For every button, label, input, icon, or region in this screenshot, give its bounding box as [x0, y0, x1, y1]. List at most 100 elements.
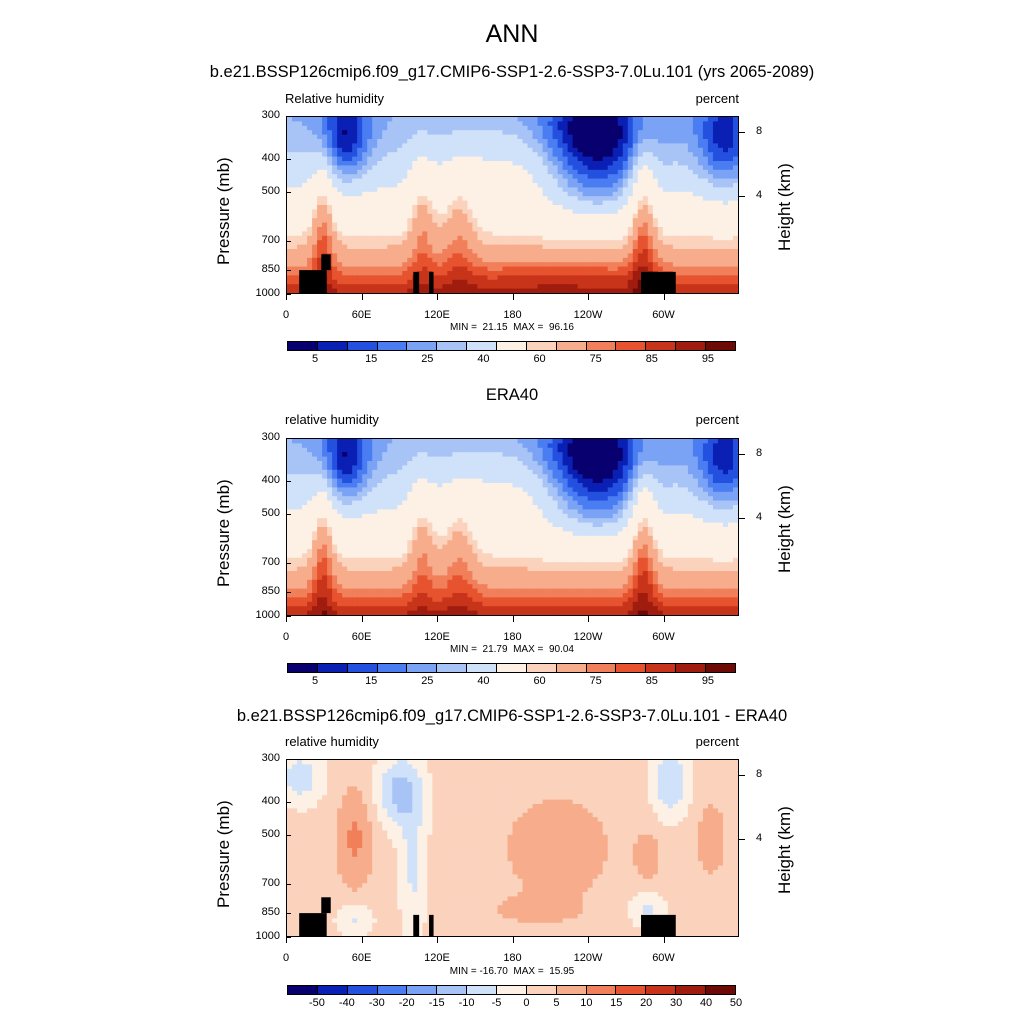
- contour-cell: [497, 491, 504, 497]
- contour-cell: [562, 266, 569, 272]
- contour-cell: [602, 483, 609, 488]
- contour-cell: [617, 156, 624, 162]
- contour-cell: [712, 478, 719, 484]
- contour-cell: [332, 191, 338, 197]
- contour-cell: [682, 257, 689, 263]
- contour-cell: [412, 456, 418, 462]
- contour-cell: [377, 474, 383, 480]
- contour-cell: [517, 213, 524, 219]
- contour-cell: [702, 443, 709, 449]
- contour-cell: [692, 143, 699, 149]
- contour-cell: [592, 447, 599, 453]
- contour-cell: [362, 500, 368, 506]
- contour-cell: [612, 244, 619, 250]
- contour-cell: [312, 439, 318, 444]
- contour-cell: [462, 156, 468, 162]
- contour-cell: [592, 121, 599, 127]
- contour-cell: [372, 249, 378, 254]
- contour-cell: [717, 483, 724, 488]
- contour-cell: [462, 165, 468, 171]
- contour-cell: [462, 161, 468, 166]
- contour-cell: [292, 443, 298, 449]
- contour-cell: [562, 191, 569, 197]
- contour-cell: [297, 130, 303, 136]
- contour-cell: [582, 447, 589, 453]
- contour-cell: [547, 152, 554, 158]
- contour-cell: [407, 240, 413, 246]
- contour-cell: [727, 235, 734, 241]
- contour-cell: [482, 266, 489, 272]
- contour-cell: [382, 244, 388, 250]
- contour-cell: [517, 235, 524, 241]
- contour-cell: [497, 271, 504, 276]
- contour-cell: [532, 240, 539, 246]
- contour-cell: [552, 249, 559, 254]
- contour-cell: [302, 169, 308, 175]
- contour-cell: [317, 227, 323, 232]
- contour-cell: [522, 279, 529, 285]
- contour-cell: [712, 266, 719, 272]
- contour-cell: [522, 452, 529, 458]
- contour-cell: [567, 183, 574, 188]
- contour-cell: [352, 447, 358, 453]
- contour-cell: [332, 461, 338, 466]
- contour-cell: [517, 244, 524, 250]
- contour-cell: [667, 134, 674, 140]
- contour-cell: [582, 227, 589, 232]
- contour-cell: [422, 130, 428, 136]
- contour-cell: [547, 161, 554, 166]
- contour-cell: [532, 244, 539, 250]
- contour-cell: [732, 196, 738, 202]
- contour-cell: [507, 200, 514, 206]
- contour-cell: [447, 209, 453, 215]
- contour-cell: [592, 139, 599, 144]
- contour-cell: [352, 231, 358, 237]
- contour-cell: [537, 500, 544, 506]
- contour-cell: [582, 452, 589, 458]
- contour-cell: [607, 125, 614, 131]
- contour-cell: [682, 275, 689, 281]
- contour-cell: [367, 227, 373, 232]
- contour-cell: [442, 257, 448, 263]
- contour-cell: [502, 218, 509, 224]
- contour-cell: [547, 447, 554, 453]
- contour-cell: [662, 461, 669, 466]
- contour-cell: [542, 187, 549, 193]
- contour-cell: [372, 279, 378, 285]
- contour-cell: [417, 227, 423, 232]
- contour-cell: [357, 447, 363, 453]
- contour-cell: [377, 143, 383, 149]
- contour-cell: [552, 469, 559, 475]
- contour-cell: [612, 121, 619, 127]
- contour-cell: [567, 244, 574, 250]
- contour-cell: [517, 452, 524, 458]
- contour-cell: [287, 231, 293, 237]
- contour-cell: [677, 130, 684, 136]
- contour-cell: [412, 191, 418, 197]
- contour-cell: [422, 134, 428, 140]
- contour-cell: [487, 227, 494, 232]
- contour-cell: [502, 249, 509, 254]
- contour-cell: [377, 218, 383, 224]
- contour-cell: [382, 227, 388, 232]
- contour-cell: [437, 266, 443, 272]
- contour-cell: [302, 156, 308, 162]
- contour-cell: [387, 257, 393, 263]
- contour-cell: [462, 178, 468, 184]
- contour-cell: [502, 174, 509, 180]
- contour-cell: [692, 257, 699, 263]
- contour-cell: [577, 483, 584, 488]
- contour-cell: [552, 240, 559, 246]
- contour-cell: [387, 439, 393, 444]
- contour-cell: [707, 213, 714, 219]
- contour-cell: [647, 187, 654, 193]
- colorbar-swatch: [437, 342, 468, 350]
- contour-cell: [492, 121, 499, 127]
- contour-cell: [632, 156, 639, 162]
- contour-cell: [452, 209, 458, 215]
- contour-cell: [472, 222, 479, 228]
- contour-cell: [542, 139, 549, 144]
- contour-cell: [532, 483, 539, 488]
- contour-cell: [527, 253, 534, 259]
- contour-cell: [677, 474, 684, 480]
